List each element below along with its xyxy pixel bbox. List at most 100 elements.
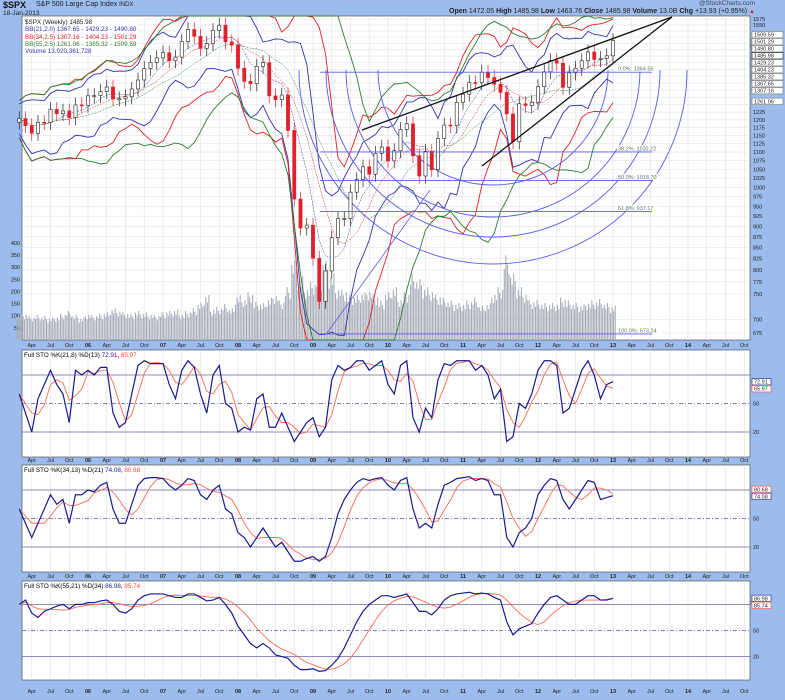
volume-bar [25,314,27,340]
candle-body [504,92,509,115]
sto2-legend: Full STO %K(34,13) %D(21) 74.08, 80.68 [24,467,141,474]
sto-tick-label: 50 [753,517,759,523]
volume-bar [297,290,299,340]
volume-bar [378,306,380,340]
fib-arc [377,69,609,186]
x-tick-label: Oct [440,689,449,695]
volume-bar [50,321,52,340]
x-tick-label: Jul [647,343,654,349]
x-tick-label: 14 [685,689,692,695]
volume-bar [222,310,224,340]
volume-bar [280,304,282,340]
volume-bar [81,321,83,340]
candle-body [61,110,65,114]
volume-bar [274,303,276,340]
volume-bar [199,309,201,340]
volume-bar [435,294,437,340]
volume-bar [163,315,165,340]
x-tick-label: Jul [647,689,654,695]
volume-bar [581,310,583,340]
candle-body [473,82,478,84]
x-tick-label: Apr [102,458,111,464]
volume-bar [545,307,547,340]
x-tick-label: Jul [272,458,279,464]
x-tick-label: Jul [647,574,654,580]
volume-bar [417,289,419,340]
candle-body [29,125,34,134]
volume-bar [317,276,319,340]
x-tick-label: Apr [402,574,411,580]
tag-leader [749,66,753,77]
volume-bar [530,304,532,340]
volume-bar [447,302,449,340]
volume-bar [100,316,102,340]
fib-label-bg [617,173,663,180]
y-tick-label: 675 [753,331,762,337]
price-tag-label: 1367.65 [754,82,774,88]
volume-bar [283,302,285,340]
volume-bar [72,316,74,340]
volume-bar [491,297,493,340]
volume-bar [202,307,204,340]
volume-bar [360,302,362,340]
volume-bar [49,318,51,340]
volume-bar [74,319,76,340]
x-tick-label: Jul [47,574,54,580]
volume-bar [241,302,243,340]
volume-bar [427,287,429,340]
volume-bar [294,260,296,340]
x-tick-label: Apr [627,458,636,464]
volume-bar [564,299,566,340]
volume-bar [586,310,588,340]
security-name-text: S&P 500 Large Cap Index [36,1,118,8]
volume-bar [397,302,399,340]
volume-bar [111,309,113,340]
volume-bar [327,269,329,340]
candle-body [611,40,615,57]
candle-body [436,138,440,170]
y-tick-label: 875 [753,235,762,241]
volume-bar [47,322,49,340]
x-tick-label: 13 [610,689,616,695]
volume-bar [514,281,516,340]
sto-value-tag-label: 80.68 [754,487,768,493]
volume-bar [519,295,521,340]
volume-bar [267,299,269,340]
sto-value-tag-label: 65.97 [754,387,768,393]
volume-bar [344,300,346,340]
volume-bar [466,300,468,340]
volume-bar [145,312,147,340]
volume-bar [383,309,385,340]
volume-tick-label: 150 [11,302,20,308]
x-tick-label: 14 [685,343,692,349]
candle-body [279,94,284,100]
x-tick-label: 14 [685,458,692,464]
x-tick-label: Oct [290,574,299,580]
volume-bar [122,312,124,340]
volume-bar [83,317,85,340]
volume-bar [492,302,494,340]
y-tick-label: 1575 [753,17,765,23]
volume-bar [88,314,90,340]
x-tick-label: Apr [252,343,261,349]
candle-body [561,62,565,88]
volume-bar [231,308,233,340]
x-tick-label: Jul [422,458,429,464]
volume-bar [200,302,202,340]
volume-bar [463,304,465,340]
volume-bar [228,309,230,340]
volume-bar [206,302,208,340]
x-tick-label: Jul [497,458,504,464]
sto-value-tag-label: 86.98 [754,596,768,602]
tag-leader [749,40,753,56]
low-value: 1463.76 [556,8,583,15]
volume-bar [425,295,427,340]
x-tick-label: Oct [440,458,449,464]
x-tick-label: Jul [347,343,354,349]
volume-bar [333,273,335,340]
x-tick-label: Apr [327,458,336,464]
volume-bar [45,318,47,340]
candle-body [317,257,322,302]
volume-tick-label: 200 [11,289,20,295]
fib-level-label: 38.2%: 1100.22 [618,146,656,152]
